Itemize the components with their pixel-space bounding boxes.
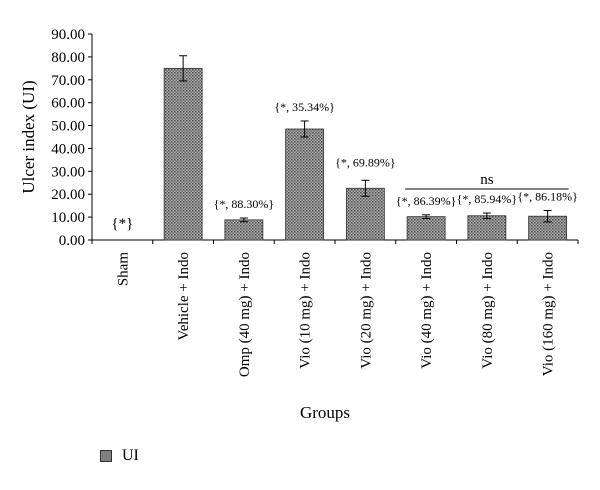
labels: {*} Sham Vehicle + Indo {*, 88.30%} Omp (40 … [111, 100, 577, 377]
category-label: Vio (20 mg) + Indo [358, 252, 374, 369]
y-tick-label: 0.00 [59, 233, 85, 249]
category-label: Omp (40 mg) + Indo [237, 252, 253, 377]
bar-annotation: {*, 69.89%} [335, 155, 396, 169]
bar-annotation: {*} [111, 216, 133, 232]
y-tick-label: 40.00 [51, 141, 85, 157]
y-tick-label: 30.00 [51, 164, 85, 180]
bar [345, 187, 385, 241]
category-label: Vio (160 mg) + Indo [541, 252, 557, 376]
category-label: Vio (40 mg) + Indo [419, 252, 435, 369]
axes: 0.00 10.00 20.00 30.00 40.00 50.00 60.00 70.00 8… [19, 27, 579, 422]
bar [467, 215, 507, 241]
bar-annotation: {*, 35.34%} [274, 100, 335, 114]
bar-annotation: {*, 88.30%} [214, 197, 275, 211]
y-tick-label: 90.00 [51, 27, 85, 43]
x-axis-title: Groups [300, 403, 350, 422]
bar [163, 67, 203, 241]
legend-swatch [100, 450, 112, 462]
y-axis-title: Ulcer index (UI) [19, 80, 38, 193]
category-label: Vio (80 mg) + Indo [480, 252, 496, 369]
bar-annotation: {*, 85.94%} [457, 192, 518, 206]
category-label: Vehicle + Indo [176, 252, 192, 340]
bar [406, 216, 446, 241]
y-tick-label: 60.00 [51, 96, 85, 112]
bar-chart: 0.00 10.00 20.00 30.00 40.00 50.00 60.00 70.00 8… [19, 27, 579, 422]
bar-annotation: {*, 86.18%} [517, 189, 578, 203]
y-tick-label: 70.00 [51, 73, 85, 89]
bar [224, 219, 264, 241]
category-label: Sham [115, 252, 131, 287]
bar [285, 128, 325, 241]
y-tick-label: 80.00 [51, 50, 85, 66]
category-label: Vio (10 mg) + Indo [298, 252, 314, 369]
legend-label: UI [122, 447, 139, 464]
significance-label: ns [480, 172, 494, 188]
legend: UI [100, 447, 139, 465]
bars [163, 55, 568, 241]
y-tick-label: 50.00 [51, 119, 85, 135]
y-tick-label: 20.00 [51, 187, 85, 203]
bar-annotation: {*, 86.39%} [396, 194, 457, 208]
y-tick-label: 10.00 [51, 210, 85, 226]
